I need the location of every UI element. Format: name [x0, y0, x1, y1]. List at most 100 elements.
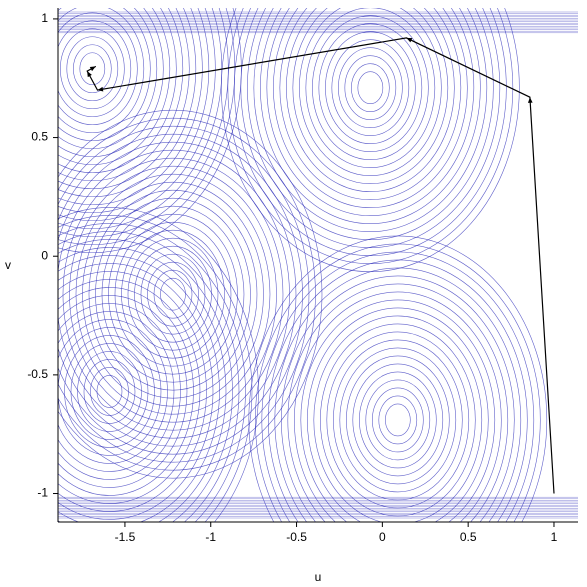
contour-ring: [58, 239, 233, 522]
x-tick-label: 0.5: [460, 530, 477, 544]
contour-ring: [58, 255, 220, 522]
contour-ring: [58, 8, 151, 142]
contour-ring: [346, 355, 450, 485]
contour-ring: [58, 311, 175, 472]
contour-ring: [114, 221, 232, 367]
contour-ring: [58, 20, 132, 118]
contour-ring: [255, 243, 541, 522]
contour-ring: [82, 181, 264, 407]
contour-ring: [121, 229, 225, 359]
x-tick-label: -1.5: [115, 530, 136, 544]
contour-ring: [351, 63, 390, 113]
contour-ring: [313, 315, 483, 522]
contour-ring: [58, 133, 303, 455]
contour-ring: [352, 363, 444, 477]
arrow-head: [97, 86, 104, 92]
contour-ring: [320, 323, 476, 517]
contour-ring: [58, 8, 236, 245]
contour-ring: [58, 247, 227, 522]
arrow-head: [406, 37, 413, 43]
contour-ring: [66, 36, 119, 102]
x-tick-label: -0.5: [286, 530, 307, 544]
contour-ring: [73, 44, 112, 94]
contour-ring: [147, 261, 199, 327]
contour-ring: [266, 8, 475, 216]
contour-ring: [90, 367, 129, 416]
contour-ring: [58, 279, 201, 504]
contour-ring: [378, 395, 418, 445]
contour-ring: [240, 8, 501, 248]
contour-ring: [273, 8, 468, 208]
contour-ring: [58, 8, 190, 190]
contour-ring: [260, 8, 481, 224]
y-tick-label: 1: [41, 11, 48, 25]
contour-ring: [359, 371, 437, 469]
contour-ring: [318, 23, 423, 153]
contour-ring: [357, 71, 384, 105]
x-tick-label: 0: [379, 530, 386, 544]
contour-ring: [140, 253, 206, 335]
contour-ring: [58, 117, 316, 471]
contour-ring: [279, 8, 462, 201]
contour-ring: [344, 55, 397, 121]
y-tick-label: -1: [37, 486, 48, 500]
contour-ring: [372, 387, 424, 453]
contour-ring: [58, 8, 242, 253]
contour-ring: [96, 375, 123, 408]
contour-ring: [58, 109, 323, 479]
contour-ring: [333, 339, 463, 501]
contour-ring: [58, 8, 203, 206]
contour-ring: [268, 259, 528, 522]
arrow-head: [527, 97, 533, 103]
contour-ring: [69, 165, 277, 423]
contour-ring: [58, 8, 164, 158]
contour-ring: [58, 215, 253, 522]
contour-ring: [58, 8, 216, 222]
contour-ring: [58, 271, 207, 512]
contour-ring: [58, 287, 194, 496]
y-tick-label: 0: [41, 248, 48, 262]
contour-ring: [58, 231, 240, 522]
contour-ring: [58, 8, 171, 166]
contour-ring: [60, 28, 125, 110]
contour-ring: [64, 335, 155, 448]
contour-ring: [101, 205, 245, 383]
contour-ring: [70, 343, 149, 440]
contour-ring: [58, 8, 158, 150]
contour-ring: [58, 8, 184, 182]
contour-ring: [127, 237, 219, 351]
contour-ring: [325, 31, 416, 145]
contour-ring: [286, 8, 455, 193]
contour-ring: [247, 8, 494, 240]
contour-ring: [79, 52, 106, 86]
contour-ring: [305, 8, 436, 169]
contour-ring: [331, 39, 410, 137]
arrow-head: [89, 66, 96, 72]
contour-ring: [307, 307, 489, 522]
contour-ring: [62, 157, 284, 431]
contour-ring: [274, 267, 522, 522]
contour-ring: [58, 327, 162, 456]
contour-ring: [134, 245, 212, 343]
x-tick-label: 1: [551, 530, 558, 544]
contour-ring: [253, 8, 488, 232]
contour-ring: [261, 251, 535, 522]
contour-ring: [95, 197, 251, 391]
contour-ring: [300, 299, 496, 522]
contour-ring: [292, 8, 449, 185]
contour-ring: [58, 149, 290, 439]
contour-ring: [75, 173, 271, 415]
contour-ring: [338, 47, 403, 129]
contour-ring: [234, 8, 507, 256]
contour-ring: [299, 8, 442, 177]
contour-ring: [58, 12, 138, 126]
contour-ring: [58, 295, 188, 488]
x-tick-label: -1: [205, 530, 216, 544]
contour-ring: [281, 275, 515, 522]
contour-ring: [385, 403, 411, 437]
contour-ring: [58, 207, 259, 522]
contour-ring: [339, 347, 457, 493]
contour-ring: [58, 263, 214, 520]
